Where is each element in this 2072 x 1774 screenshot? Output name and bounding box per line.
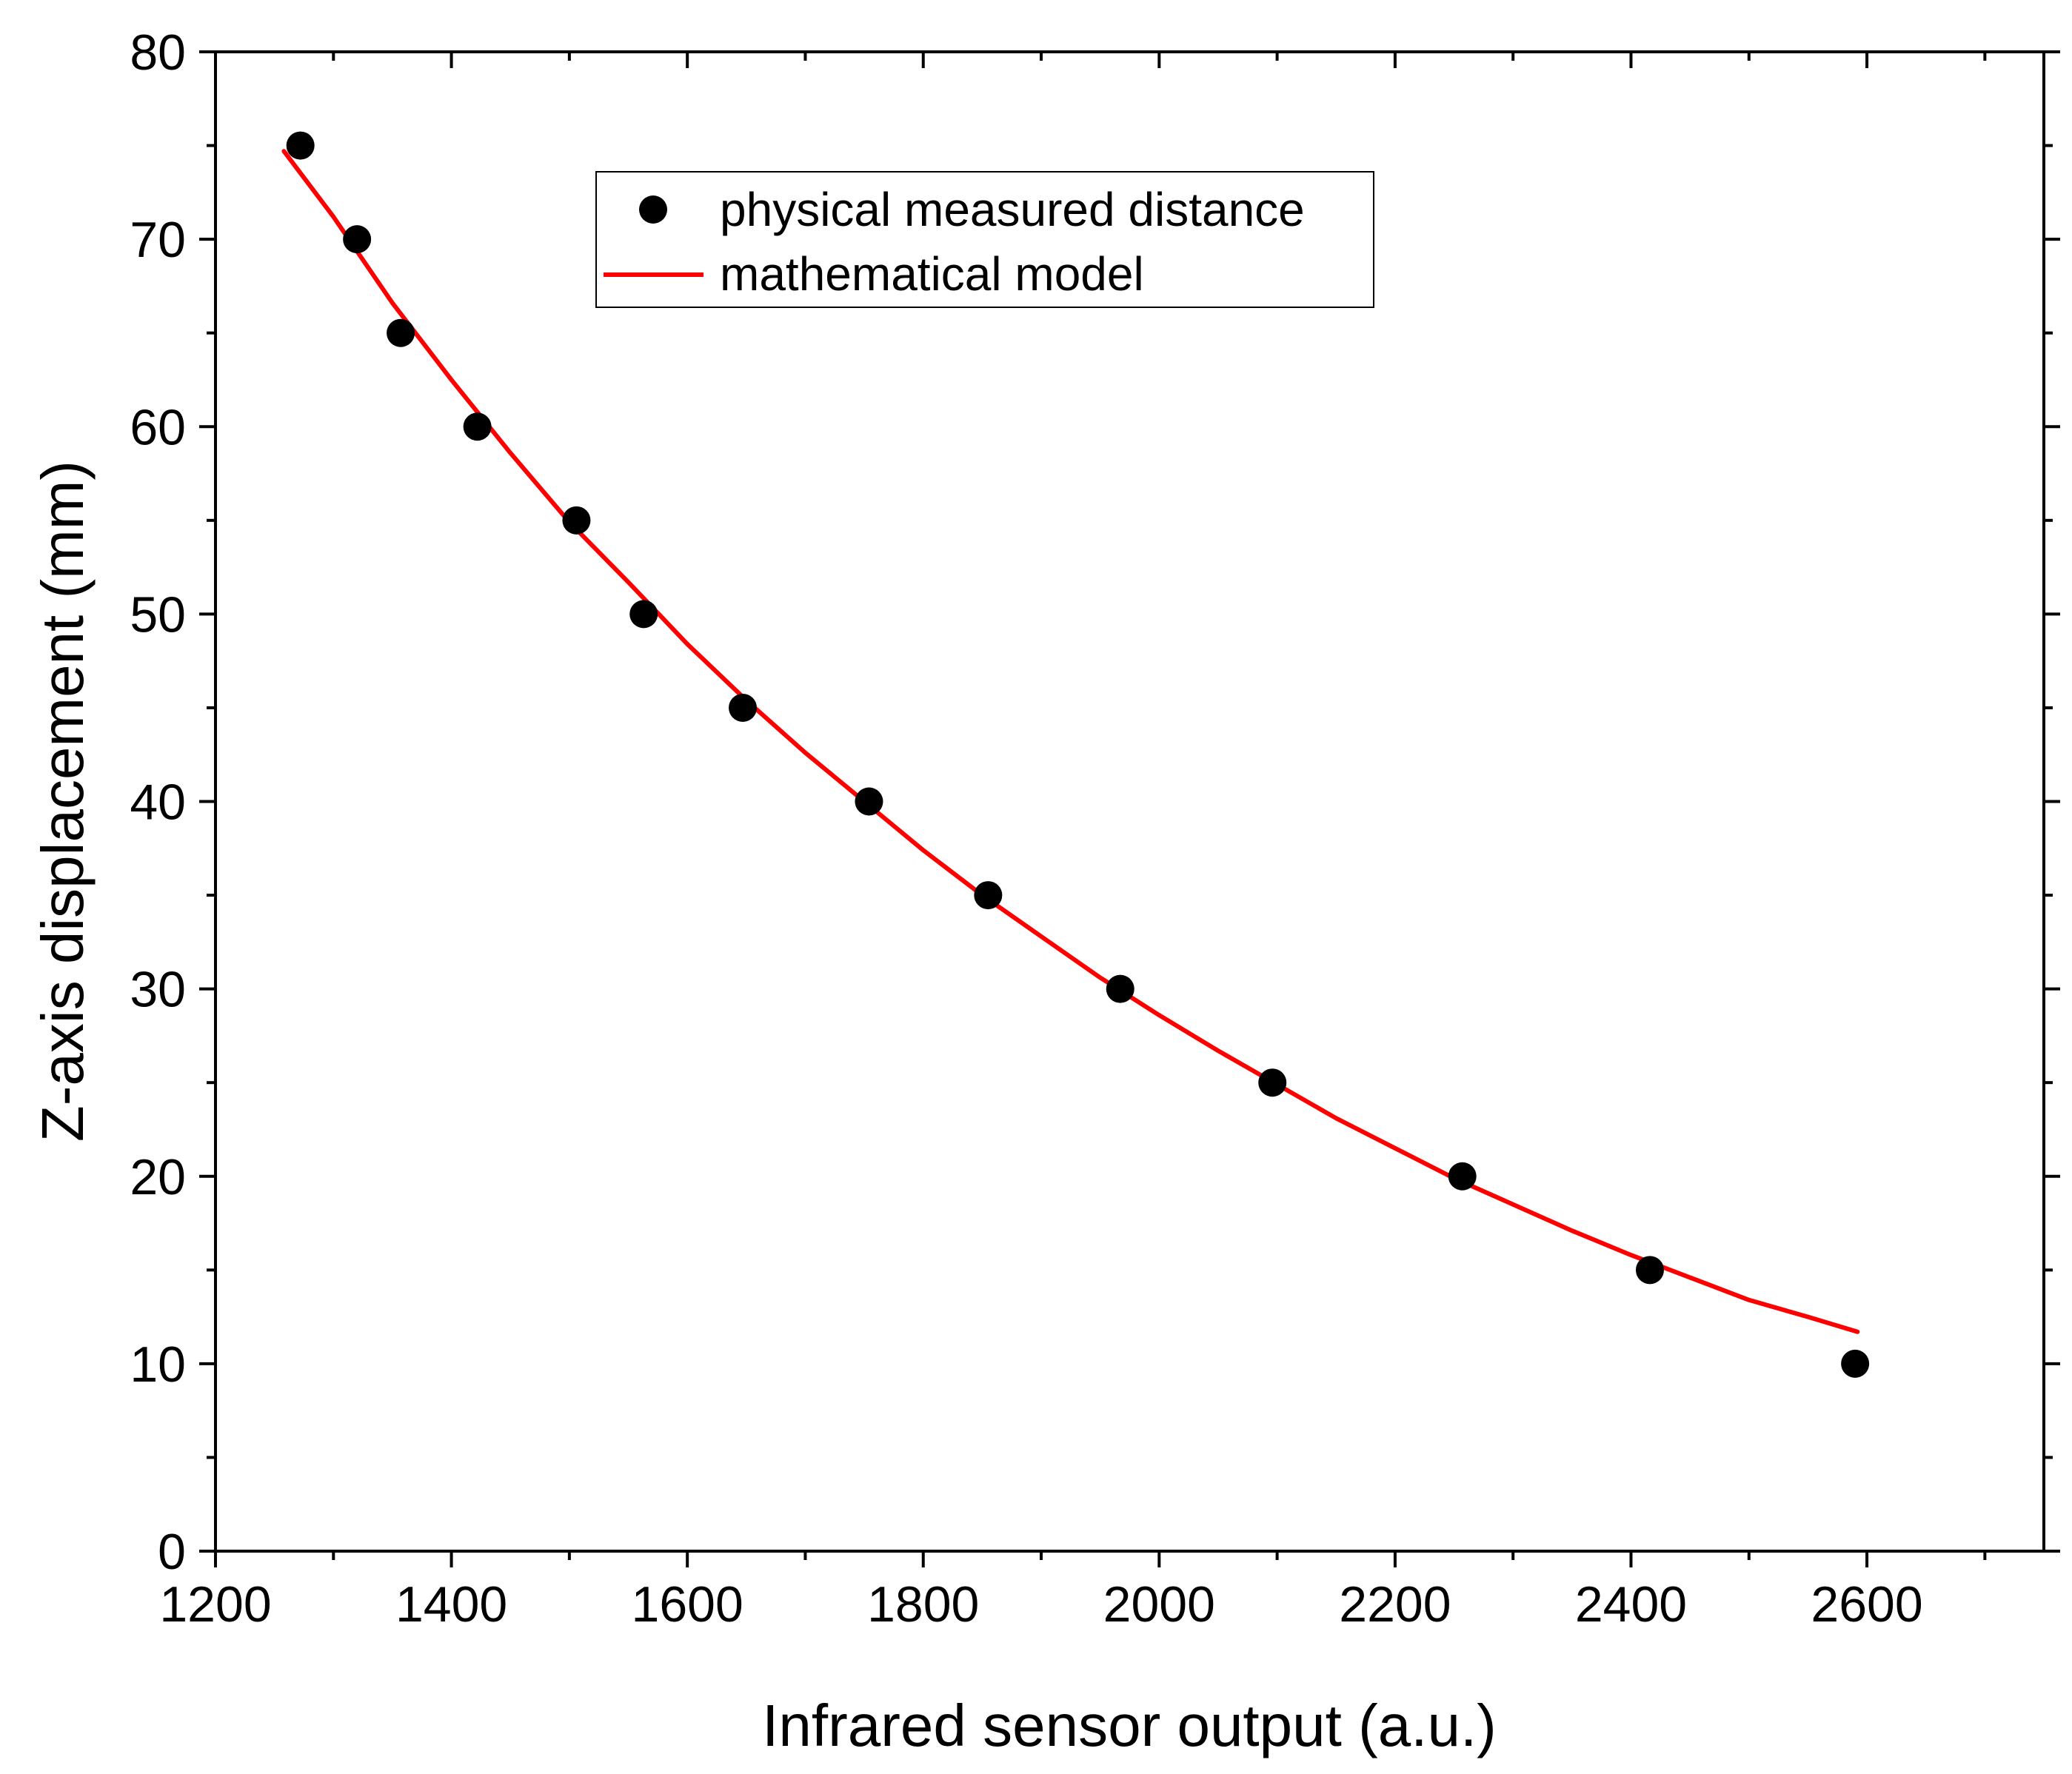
x-tick-label-1600: 1600 [632, 1576, 743, 1633]
y-tick-label-40: 40 [130, 774, 186, 831]
x-tick-label-1200: 1200 [159, 1576, 271, 1633]
x-tick-label-1800: 1800 [867, 1576, 979, 1633]
legend-scatter-marker [639, 195, 667, 224]
y-tick-label-50: 50 [130, 586, 186, 643]
data-point-55 [562, 506, 591, 535]
y-axis-title: Z-axis displacement (mm) [30, 461, 96, 1142]
x-tick-label-2600: 2600 [1811, 1576, 1922, 1633]
data-point-25 [1258, 1068, 1287, 1097]
legend-box [595, 171, 1374, 308]
data-point-60 [463, 412, 492, 441]
y-tick-label-70: 70 [130, 212, 186, 268]
y-tick-label-0: 0 [158, 1524, 186, 1580]
data-point-50 [629, 600, 658, 629]
data-point-75 [286, 131, 315, 160]
plot-frame [214, 50, 2045, 1553]
data-point-35 [974, 881, 1003, 910]
data-point-30 [1106, 974, 1134, 1003]
y-tick-label-20: 20 [130, 1149, 186, 1205]
y-tick-label-30: 30 [130, 962, 186, 1018]
x-tick-label-2400: 2400 [1575, 1576, 1687, 1633]
data-point-20 [1448, 1162, 1477, 1191]
y-tick-label-60: 60 [130, 399, 186, 455]
data-point-45 [729, 693, 758, 722]
legend-label-model: mathematical model [720, 247, 1144, 301]
data-point-10 [1841, 1349, 1870, 1378]
ticks-layer: 1200 1400 1600 1800 2000 2200 2400 2600 0 10 20 30 4… [130, 24, 2060, 1633]
data-point-40 [855, 787, 883, 816]
data-point-15 [1635, 1256, 1664, 1285]
x-tick-label-1400: 1400 [395, 1576, 507, 1633]
legend-label-measured: physical measured distance [720, 183, 1305, 236]
y-tick-label-80: 80 [130, 24, 186, 81]
x-tick-label-2200: 2200 [1339, 1576, 1451, 1633]
x-axis-title: Infrared sensor output (a.u.) [762, 1693, 1497, 1758]
legend: physical measured distance mathematical … [595, 171, 1374, 308]
y-tick-label-10: 10 [130, 1336, 186, 1393]
model-curve [281, 149, 1860, 1334]
series-layer [281, 131, 1870, 1378]
data-point-65 [387, 318, 415, 347]
data-point-70 [343, 225, 372, 254]
x-tick-label-2000: 2000 [1103, 1576, 1215, 1633]
